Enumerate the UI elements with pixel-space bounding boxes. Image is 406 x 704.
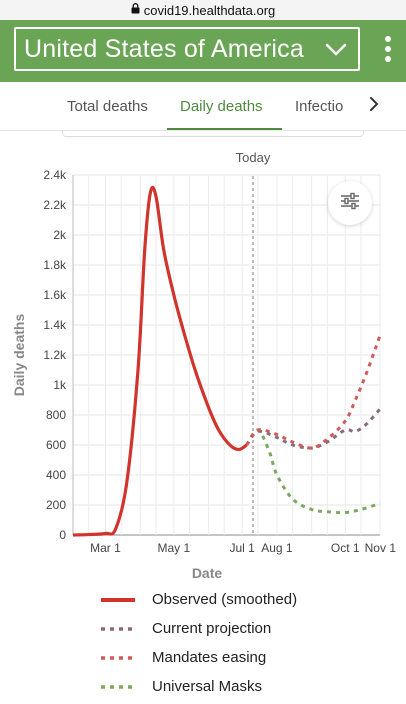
chart-series xyxy=(72,185,382,537)
x-tick-label: Aug 1 xyxy=(261,541,293,555)
legend-item-observed[interactable]: Observed (smoothed) xyxy=(100,588,400,617)
sliders-icon xyxy=(340,192,360,215)
chart-settings-button[interactable] xyxy=(328,181,372,225)
legend-item-universal-masks[interactable]: Universal Masks xyxy=(100,675,400,704)
y-tick-label: 2k xyxy=(53,228,67,242)
x-axis-ticks: Mar 1 May 1 Jul 1 Aug 1 Oct 1 Nov 1 xyxy=(90,541,396,555)
legend-swatch-current-projection xyxy=(101,627,135,631)
y-tick-label: 0 xyxy=(59,528,66,542)
legend-item-current-projection[interactable]: Current projection xyxy=(100,617,400,646)
legend-item-mandates-easing[interactable]: Mandates easing xyxy=(100,646,400,675)
lock-icon xyxy=(131,3,140,17)
y-tick-label: 1k xyxy=(53,378,67,392)
legend-label-universal-masks: Universal Masks xyxy=(152,678,263,695)
series-line-universal-masks xyxy=(245,428,381,515)
app-header: United States of America xyxy=(0,20,406,82)
x-tick-label: May 1 xyxy=(157,541,190,555)
x-tick-label: Oct 1 xyxy=(331,541,360,555)
y-tick-label: 1.4k xyxy=(43,318,67,332)
y-tick-label: 2.4k xyxy=(43,168,67,182)
y-tick-label: 600 xyxy=(46,438,66,452)
today-label: Today xyxy=(236,150,271,165)
tabs-divider xyxy=(0,130,406,131)
tab-daily-deaths[interactable]: Daily deaths xyxy=(180,98,263,115)
legend-swatch-universal-masks xyxy=(101,685,135,689)
x-tick-label: Nov 1 xyxy=(365,541,397,555)
legend-label-observed: Observed (smoothed) xyxy=(152,591,298,608)
card-edge xyxy=(62,130,364,137)
y-tick-label: 2.2k xyxy=(43,198,67,212)
browser-url-bar[interactable]: covid19.healthdata.org xyxy=(0,0,406,20)
x-tick-label: Jul 1 xyxy=(230,541,256,555)
active-tab-indicator xyxy=(167,128,282,131)
legend-label-current-projection: Current projection xyxy=(152,620,272,637)
country-select[interactable]: United States of America xyxy=(14,27,360,71)
url-text: covid19.healthdata.org xyxy=(143,2,276,18)
y-tick-label: 800 xyxy=(46,408,66,422)
chart-grid xyxy=(72,174,381,536)
y-tick-label: 1.6k xyxy=(43,288,67,302)
tab-infections[interactable]: Infectio xyxy=(295,98,344,115)
legend-label-mandates-easing: Mandates easing xyxy=(152,649,267,666)
y-tick-label: 1.2k xyxy=(43,348,67,362)
y-tick-label: 1.8k xyxy=(43,258,67,272)
y-axis-title: Daily deaths xyxy=(11,314,27,397)
y-axis-ticks: 0 200 400 600 800 1k 1.2k 1.4k 1.6k 1.8k 2k 2.2k 2.4… xyxy=(43,168,67,542)
chevron-down-icon xyxy=(324,38,348,69)
chart-legend: Observed (smoothed) Current projection M… xyxy=(100,588,400,704)
more-menu-icon[interactable] xyxy=(384,36,392,66)
series-line-observed-smoothed xyxy=(72,185,248,537)
y-tick-label: 200 xyxy=(46,498,66,512)
metric-tabs: Total deaths Daily deaths Infectio xyxy=(0,82,406,131)
legend-swatch-mandates-easing xyxy=(101,656,135,660)
series-line-mandates-easing xyxy=(245,334,382,450)
country-name: United States of America xyxy=(24,34,304,63)
chevron-right-icon[interactable] xyxy=(368,94,380,119)
x-tick-label: Mar 1 xyxy=(90,541,121,555)
x-axis-title: Date xyxy=(192,565,223,581)
tab-total-deaths[interactable]: Total deaths xyxy=(67,98,148,115)
legend-swatch-observed xyxy=(101,598,135,602)
y-tick-label: 400 xyxy=(46,468,66,482)
